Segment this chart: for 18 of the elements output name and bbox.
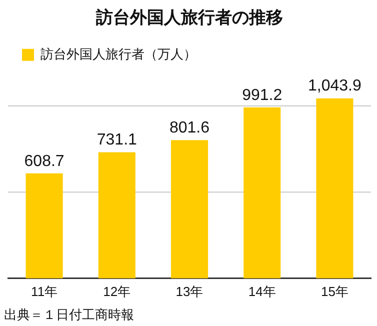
bar	[98, 152, 136, 278]
bar	[316, 98, 354, 278]
data-label: 731.1	[96, 132, 138, 149]
x-tick-label: 15年	[320, 284, 348, 299]
x-tick-label: 11年	[31, 284, 58, 299]
data-label: 801.6	[169, 120, 210, 137]
bar	[26, 173, 63, 278]
data-label: 608.7	[24, 152, 64, 170]
x-tick-label: 12年	[103, 284, 131, 299]
legend-label: 訪台外国人旅行者（万人）	[40, 46, 196, 62]
x-tick-label: 13年	[176, 284, 204, 299]
bar	[244, 107, 281, 278]
source-note: 出典＝１日付工商時報	[4, 307, 134, 322]
data-label: 991.2	[242, 86, 282, 104]
x-tick-label: 14年	[248, 284, 276, 299]
chart-title: 訪台外国人旅行者の推移	[95, 8, 283, 27]
bar	[170, 140, 208, 278]
data-label: 1,043.9	[308, 78, 362, 95]
